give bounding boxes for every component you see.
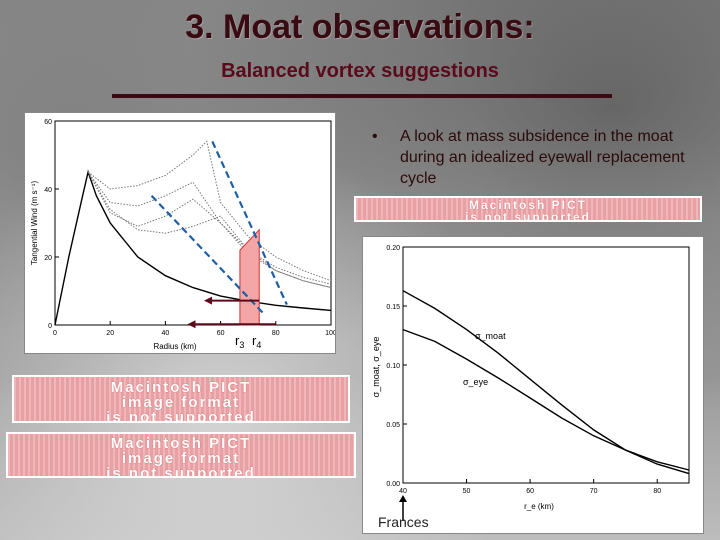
left-x-tick-label: 0 xyxy=(53,330,57,337)
radius-arrowhead xyxy=(187,320,196,329)
right-x-tick-label: 80 xyxy=(653,488,661,495)
right-x-tick-label: 70 xyxy=(590,488,598,495)
right-x-tick-label: 60 xyxy=(526,488,534,495)
plot-frame xyxy=(54,120,332,326)
left-series-line-0 xyxy=(54,169,332,326)
pict-placeholder-1: Macintosh PICT image format is not support… xyxy=(12,375,350,423)
frances-label: Frances xyxy=(378,514,429,530)
tangential-wind-chart-svg: 0 20 40 60 80 100 0 20 40 60 Tangential Wind (m s… xyxy=(30,119,337,351)
left-series-line-1 xyxy=(87,171,332,289)
y-axis-label: Tangential Wind (m s⁻¹) xyxy=(30,181,39,266)
left-series-line-3 xyxy=(87,171,332,285)
x-axis-label: Radius (km) xyxy=(153,342,196,351)
left-y-tick-label: 60 xyxy=(44,119,52,126)
left-y-tick-label: 0 xyxy=(48,323,52,330)
y-axis-label: σ_moat, σ_eye xyxy=(371,337,381,398)
r3-label: r3 xyxy=(235,333,244,350)
slide-subtitle: Balanced vortex suggestions xyxy=(221,60,499,82)
left-x-tick-label: 60 xyxy=(217,330,225,337)
left-x-tick-label: 20 xyxy=(106,330,114,337)
dashed-guide-line xyxy=(150,195,266,316)
left-x-tick-label: 80 xyxy=(272,330,280,337)
left-series-line-2 xyxy=(87,171,332,289)
left-y-tick-label: 20 xyxy=(44,255,52,262)
plot-frame xyxy=(402,246,690,484)
left-x-tick-label: 100 xyxy=(325,330,335,337)
pict-placeholder-2: Macintosh PICT image format is not support… xyxy=(6,432,356,478)
left-y-tick-label: 40 xyxy=(44,187,52,194)
right-y-tick-label: 0.10 xyxy=(386,363,400,370)
right-y-tick-label: 0.20 xyxy=(386,245,400,252)
curve-label-eye: σ_eye xyxy=(463,377,488,387)
dashed-guide-line xyxy=(211,140,288,306)
tangential-wind-chart: 0 20 40 60 80 100 0 20 40 60 Tangential Wind (m s… xyxy=(24,112,337,354)
pict-placeholder-3: Macintosh PICT is not supported xyxy=(354,196,702,222)
sigma-chart-svg: 40 50 60 70 80 0.00 0.05 0.10 0.15 0.20 σ_moat, σ… xyxy=(371,245,690,521)
curve-label-moat: σ_moat xyxy=(475,331,506,341)
right-y-tick-label: 0.15 xyxy=(386,304,400,311)
bullet-dot: • xyxy=(372,128,378,145)
r4-label: r4 xyxy=(252,333,261,350)
right-y-tick-label: 0.05 xyxy=(386,422,400,429)
right-y-tick-label: 0.00 xyxy=(386,481,400,488)
right-series-line-0 xyxy=(402,290,690,475)
right-series-line-1 xyxy=(402,328,690,471)
right-x-tick-label: 50 xyxy=(463,488,471,495)
left-x-tick-label: 40 xyxy=(162,330,170,337)
right-x-tick-label: 40 xyxy=(399,488,407,495)
frances-arrowhead xyxy=(399,495,407,502)
left-series-line-4 xyxy=(87,140,332,282)
sigma-chart: 40 50 60 70 80 0.00 0.05 0.10 0.15 0.20 σ_moat, σ… xyxy=(362,236,704,534)
x-axis-label: r_e (km) xyxy=(524,502,554,511)
slide-title: 3. Moat observations: xyxy=(185,8,535,46)
radius-arrowhead xyxy=(204,296,213,305)
bullet-text: A look at mass subsidence in the moat du… xyxy=(400,128,685,187)
title-divider xyxy=(112,94,612,98)
